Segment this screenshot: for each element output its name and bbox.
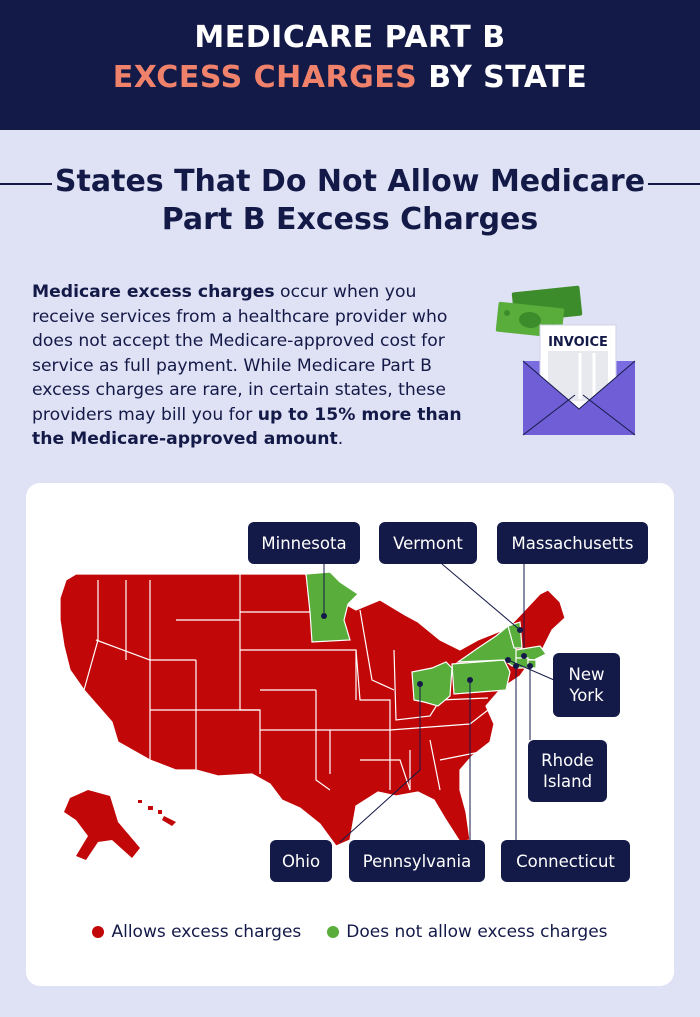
invoice-illustration: INVOICE xyxy=(495,285,636,436)
header-rest-text: BY STATE xyxy=(417,60,588,95)
label-minnesota: Minnesota xyxy=(248,522,360,564)
label-ohio: Ohio xyxy=(270,840,332,882)
intro-text: occur when you receive services from a h… xyxy=(32,282,448,425)
header-accent-text: EXCESS CHARGES xyxy=(112,60,418,95)
invoice-label: INVOICE xyxy=(548,335,608,350)
legend-red-dot xyxy=(92,926,105,938)
legend-allows-label: Allows excess charges xyxy=(111,922,302,942)
label-connecticut: Connecticut xyxy=(501,840,630,882)
header-title-line1: MEDICARE PART B xyxy=(194,20,506,55)
label-new-york: New York xyxy=(553,653,620,717)
section-subtitle: States That Do Not Allow Medicare Part B… xyxy=(0,163,700,239)
intro-text-end: . xyxy=(337,429,344,449)
label-massachusetts: Massachusetts xyxy=(497,522,648,564)
label-vermont: Vermont xyxy=(379,522,477,564)
subtitle-line1: States That Do Not Allow Medicare xyxy=(54,164,646,199)
intro-paragraph: Medicare excess charges occur when you r… xyxy=(32,280,472,452)
legend-item-not-allow: Does not allow excess charges xyxy=(327,922,608,942)
intro-bold-amount: up to 15% more than the Medicare-approve… xyxy=(32,404,462,450)
header-banner: MEDICARE PART B EXCESS CHARGES BY STATE xyxy=(0,0,700,130)
label-rhode-island: Rhode Island xyxy=(528,740,607,802)
subtitle-rule-right xyxy=(648,183,700,185)
header-title-line2: EXCESS CHARGES BY STATE xyxy=(0,60,700,95)
map-legend: Allows excess charges Does not allow exc… xyxy=(0,922,700,942)
legend-item-allows: Allows excess charges xyxy=(92,922,301,942)
label-pennsylvania: Pennsylvania xyxy=(349,840,485,882)
subtitle-line2: Part B Excess Charges xyxy=(161,202,539,237)
intro-bold-term: Medicare excess charges xyxy=(32,282,275,302)
subtitle-rule-left xyxy=(0,183,52,185)
legend-not-allow-label: Does not allow excess charges xyxy=(346,922,608,942)
legend-green-dot xyxy=(327,926,340,938)
